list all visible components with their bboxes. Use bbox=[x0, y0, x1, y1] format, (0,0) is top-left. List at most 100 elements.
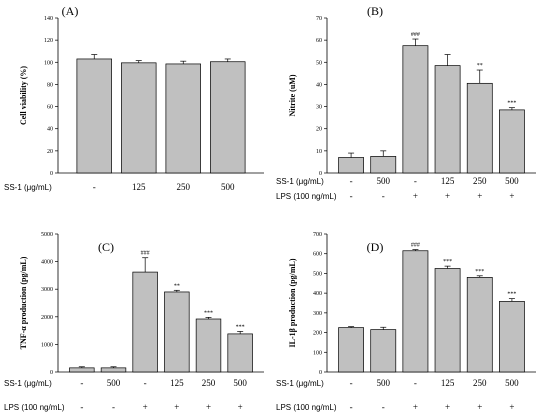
treatment-value: 125 bbox=[441, 378, 455, 388]
treatment-value: 500 bbox=[505, 176, 519, 186]
bar bbox=[499, 109, 525, 174]
bar bbox=[402, 250, 429, 373]
treatment-value: 125 bbox=[132, 182, 146, 192]
panel-label: (C) bbox=[98, 240, 114, 254]
y-tick-label: 100 bbox=[313, 350, 322, 356]
treatment-value: + bbox=[413, 402, 418, 412]
bar bbox=[165, 63, 201, 174]
treatment-value: + bbox=[143, 402, 148, 412]
y-axis-label: IL-1β production (pg/mL) bbox=[288, 258, 297, 347]
y-tick-label: 60 bbox=[47, 105, 53, 111]
y-tick-label: 120 bbox=[44, 38, 53, 44]
panel-d: 0 100 200 300 400 500 600 700 IL-1β production (… bbox=[276, 232, 536, 412]
treatment-value: - bbox=[382, 402, 385, 412]
treatment-value: 500 bbox=[505, 378, 519, 388]
bar bbox=[370, 156, 397, 174]
treatment-value: 250 bbox=[473, 378, 487, 388]
bar bbox=[121, 62, 157, 174]
y-tick-label: 1000 bbox=[41, 342, 53, 348]
bar bbox=[338, 157, 364, 174]
panel-label: (B) bbox=[367, 4, 383, 18]
y-tick-label: 40 bbox=[47, 127, 53, 133]
treatment-value: + bbox=[445, 402, 450, 412]
y-tick-label: 500 bbox=[313, 271, 322, 277]
significance-mark: ### bbox=[411, 32, 420, 38]
treatment-value: - bbox=[93, 182, 96, 192]
significance-mark: ** bbox=[477, 63, 483, 69]
significance-mark: ### bbox=[411, 243, 420, 249]
treatment-value: - bbox=[112, 402, 115, 412]
bar bbox=[164, 291, 190, 373]
treatment-value: 125 bbox=[441, 176, 455, 186]
y-tick-label: 2000 bbox=[41, 315, 53, 321]
y-tick-label: 0 bbox=[50, 370, 53, 376]
bar bbox=[76, 58, 112, 174]
bar bbox=[132, 271, 158, 373]
treatment-value: - bbox=[414, 378, 417, 388]
treatment-label: LPS (100 ng/mL) bbox=[276, 192, 337, 201]
y-tick-label: 40 bbox=[316, 82, 322, 88]
treatment-value: - bbox=[144, 378, 147, 388]
y-tick-label: 70 bbox=[316, 16, 322, 22]
bar bbox=[69, 367, 95, 373]
treatment-value: 250 bbox=[177, 182, 191, 192]
bar bbox=[499, 301, 525, 373]
treatment-value: 500 bbox=[233, 378, 247, 388]
treatment-value: + bbox=[174, 402, 179, 412]
y-tick-label: 30 bbox=[316, 105, 322, 111]
y-tick-label: 0 bbox=[50, 171, 53, 177]
panel-label: (A) bbox=[62, 4, 79, 18]
y-tick-label: 200 bbox=[313, 331, 322, 337]
treatment-value: - bbox=[414, 176, 417, 186]
treatment-value: + bbox=[445, 191, 450, 201]
bar bbox=[434, 268, 461, 373]
y-tick-label: 10 bbox=[316, 149, 322, 155]
bar bbox=[227, 333, 253, 373]
significance-mark: ### bbox=[141, 251, 150, 257]
panel-label: (D) bbox=[367, 240, 384, 254]
treatment-value: - bbox=[382, 191, 385, 201]
bar bbox=[370, 329, 397, 373]
y-tick-label: 60 bbox=[316, 38, 322, 44]
treatment-value: - bbox=[80, 378, 83, 388]
y-tick-label: 400 bbox=[313, 291, 322, 297]
y-tick-label: 20 bbox=[47, 149, 53, 155]
bar bbox=[100, 367, 127, 373]
y-tick-label: 50 bbox=[316, 60, 322, 66]
treatment-value: 500 bbox=[221, 182, 235, 192]
significance-mark: *** bbox=[507, 101, 516, 107]
treatment-value: - bbox=[350, 191, 353, 201]
treatment-value: 250 bbox=[473, 176, 487, 186]
y-tick-label: 4000 bbox=[41, 260, 53, 266]
treatment-value: 500 bbox=[377, 378, 391, 388]
significance-mark: *** bbox=[443, 259, 452, 265]
y-tick-label: 300 bbox=[313, 311, 322, 317]
treatment-label: SS-1 (μg/mL) bbox=[4, 379, 52, 388]
y-axis-label: Nitrite (uM) bbox=[288, 74, 297, 116]
treatment-value: + bbox=[413, 191, 418, 201]
treatment-label: SS-1 (μg/mL) bbox=[4, 183, 52, 192]
bar bbox=[434, 65, 461, 174]
treatment-value: 500 bbox=[377, 176, 391, 186]
y-tick-label: 5000 bbox=[41, 232, 53, 238]
bar bbox=[466, 277, 493, 373]
treatment-value: 250 bbox=[202, 378, 216, 388]
treatment-value: + bbox=[509, 191, 514, 201]
treatment-value: + bbox=[206, 402, 211, 412]
significance-mark: *** bbox=[204, 310, 213, 316]
panel-c: 0 1000 2000 3000 4000 5000 TNF-α production (p… bbox=[4, 232, 264, 412]
treatment-label: LPS (100 ng/mL) bbox=[4, 403, 65, 412]
y-axis-label: TNF-α production (pg/mL) bbox=[19, 256, 28, 349]
y-axis-label: Cell viability (%) bbox=[19, 66, 28, 125]
y-tick-label: 0 bbox=[319, 370, 322, 376]
y-tick-label: 700 bbox=[313, 232, 322, 238]
significance-mark: *** bbox=[236, 324, 245, 330]
treatment-value: - bbox=[80, 402, 83, 412]
treatment-value: + bbox=[238, 402, 243, 412]
treatment-value: - bbox=[350, 378, 353, 388]
significance-mark: *** bbox=[475, 269, 484, 275]
y-tick-label: 100 bbox=[44, 60, 53, 66]
treatment-value: 125 bbox=[170, 378, 184, 388]
treatment-value: + bbox=[477, 402, 482, 412]
